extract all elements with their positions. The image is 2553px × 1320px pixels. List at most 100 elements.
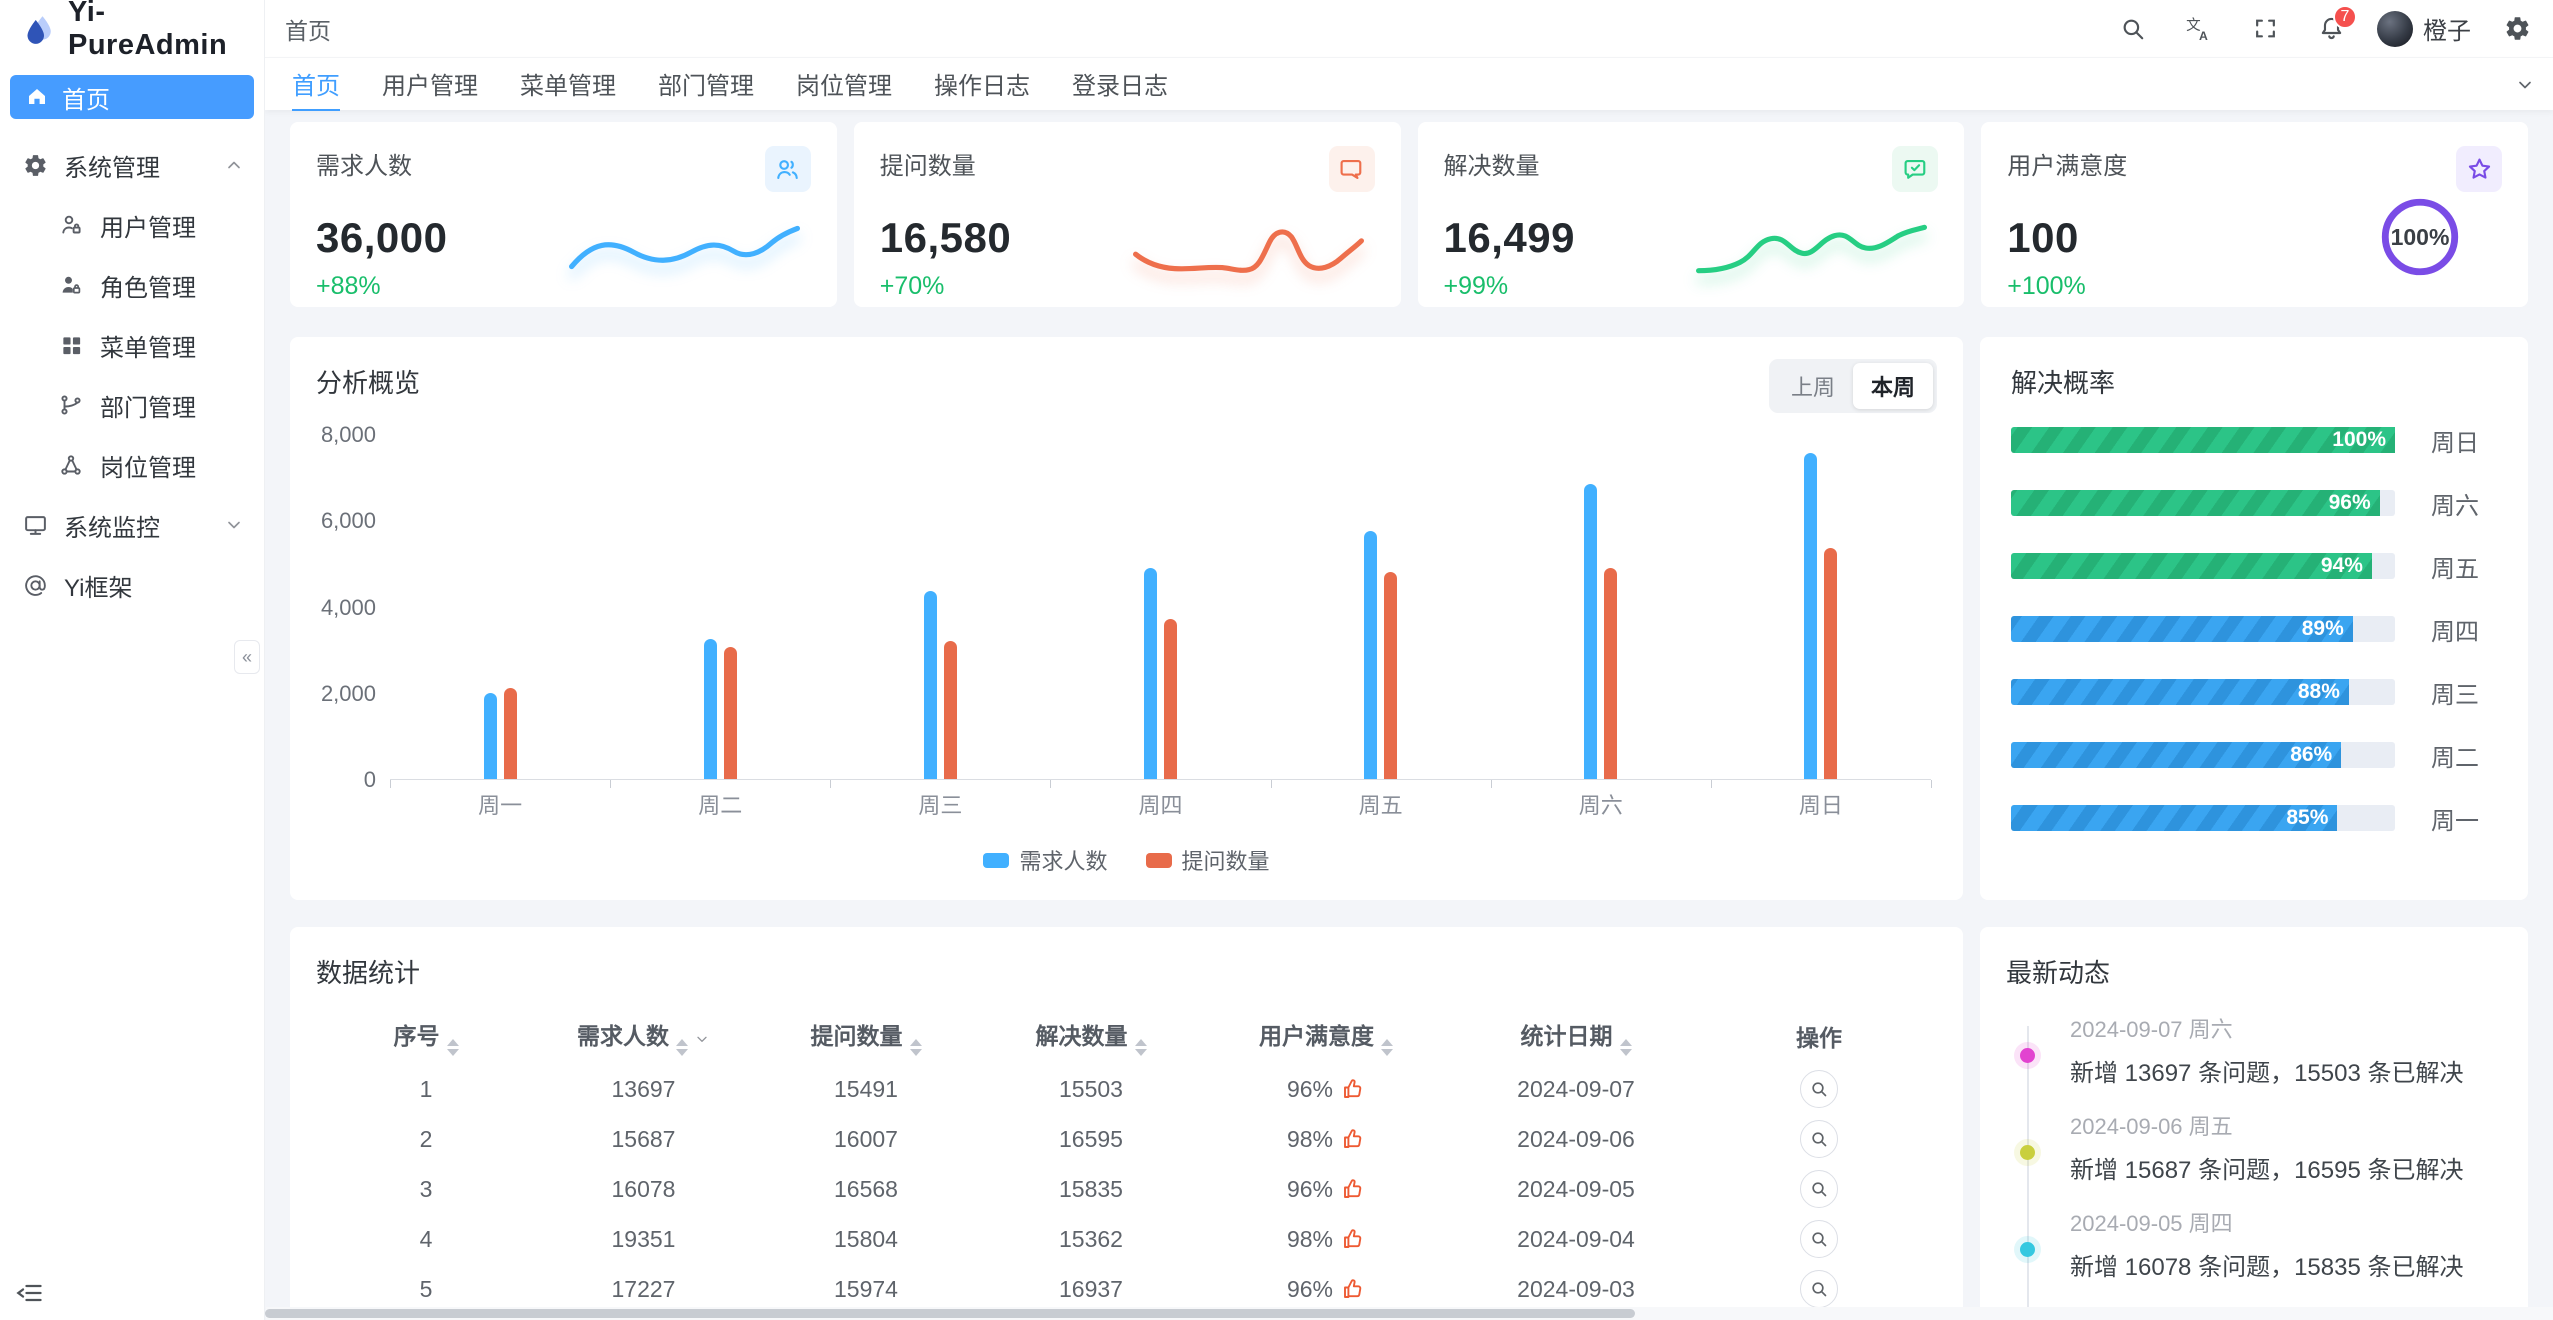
app-title: Yi-PureAdmin <box>68 0 228 61</box>
sort-icon[interactable] <box>1134 1038 1147 1056</box>
bar-demand[interactable] <box>1804 453 1818 779</box>
bar-demand[interactable] <box>703 639 717 779</box>
y-tick-label: 0 <box>363 767 376 792</box>
sidebar-item-label: Yi框架 <box>64 574 133 602</box>
user-menu[interactable]: 橙子 <box>2377 10 2471 47</box>
cell-questions: 15804 <box>834 1225 898 1252</box>
sort-icon[interactable] <box>446 1038 459 1056</box>
progress-fill: 85% <box>2011 805 2338 831</box>
view-detail-button[interactable] <box>1800 1070 1838 1108</box>
table-header-cell: 统计日期 <box>1451 1017 1701 1056</box>
notification-badge: 7 <box>2333 4 2357 29</box>
timeline-date: 2024-09-05 周四 <box>2070 1211 2233 1236</box>
sort-icon[interactable] <box>909 1038 922 1056</box>
search-button[interactable] <box>2113 9 2153 49</box>
bar-questions[interactable] <box>1604 568 1618 779</box>
fullscreen-button[interactable] <box>2245 9 2285 49</box>
analysis-title: 分析概览 <box>316 368 421 398</box>
sidebar-item-system-monitor[interactable]: 系统监控 <box>0 495 264 555</box>
sidebar-item-label: 部门管理 <box>100 394 196 422</box>
tabs-more-button[interactable] <box>2507 58 2543 111</box>
settings-button[interactable] <box>2497 9 2537 49</box>
tab-3[interactable]: 部门管理 <box>658 72 754 100</box>
bar-group-2 <box>830 435 1050 779</box>
bar-questions[interactable] <box>723 647 737 779</box>
x-tick-label: 周四 <box>1138 793 1183 818</box>
chart-x-labels: 周一 周二 周三 周四 周五 周六 周日 <box>390 788 1931 820</box>
stat-card-value: 36,000 <box>316 214 448 261</box>
view-detail-button[interactable] <box>1800 1270 1838 1308</box>
tabs: 首页 用户管理 菜单管理 部门管理 岗位管理 操作日志 登录日志 <box>271 58 1189 111</box>
bar-questions[interactable] <box>1163 619 1177 779</box>
svg-text:A: A <box>2199 29 2208 43</box>
bar-demand[interactable] <box>1364 531 1378 779</box>
view-detail-button[interactable] <box>1800 1120 1838 1158</box>
tab-4[interactable]: 岗位管理 <box>796 72 892 100</box>
legend-label: 提问数量 <box>1181 849 1270 874</box>
tab-6[interactable]: 登录日志 <box>1072 72 1168 100</box>
toggle-last-week[interactable]: 上周 <box>1790 375 1835 400</box>
legend-item[interactable]: 提问数量 <box>1145 844 1270 876</box>
timeline-text: 新增 13697 条问题，15503 条已解决 <box>2070 1060 2464 1087</box>
progress-fill: 100% <box>2011 427 2395 453</box>
legend-item[interactable]: 需求人数 <box>983 844 1108 876</box>
cell-questions: 16007 <box>834 1125 898 1152</box>
sidebar-item-label: 菜单管理 <box>100 334 196 362</box>
sidebar-item-yi-framework[interactable]: Yi框架 <box>0 555 264 615</box>
bar-demand[interactable] <box>483 693 497 779</box>
sidebar-item-system-mgmt[interactable]: 系统管理 <box>0 135 264 195</box>
sidebar-collapse-handle[interactable]: « <box>234 640 260 674</box>
tab-5[interactable]: 操作日志 <box>934 72 1030 100</box>
bar-demand[interactable] <box>1584 484 1598 779</box>
sidebar-item-dept-mgmt[interactable]: 部门管理 <box>0 375 264 435</box>
cell-index: 5 <box>419 1275 433 1302</box>
bar-demand[interactable] <box>1143 568 1157 779</box>
sort-icon[interactable] <box>1381 1038 1393 1056</box>
view-detail-button[interactable] <box>1800 1220 1838 1258</box>
table-row: 1 13697 15491 15503 96% 2024-09-07 <box>316 1064 1937 1114</box>
progress-track: 86% <box>2011 742 2395 768</box>
magnifier-icon <box>1809 1079 1829 1099</box>
stat-card-2: 解决数量 16,499 +99% <box>1417 122 1965 307</box>
logo[interactable]: Yi-PureAdmin <box>0 0 264 61</box>
progress-fill: 86% <box>2011 742 2342 768</box>
bar-group-4 <box>1271 435 1491 779</box>
sidebar-fold-button[interactable] <box>16 1279 44 1312</box>
bar-questions[interactable] <box>1824 548 1838 779</box>
timeline-dot-icon <box>2020 1048 2035 1063</box>
horizontal-scrollbar-thumb[interactable] <box>265 1309 1635 1318</box>
cell-index: 3 <box>419 1175 433 1202</box>
sort-icon[interactable] <box>676 1038 688 1056</box>
progress-track: 88% <box>2011 679 2395 705</box>
bar-demand[interactable] <box>923 591 937 779</box>
sort-icon[interactable] <box>1619 1038 1632 1056</box>
toggle-this-week[interactable]: 本周 <box>1852 363 1933 409</box>
latest-news-card: 最新动态 2024-09-07 周六 新增 13697 条问题，15503 条已… <box>1980 927 2528 1320</box>
sidebar-item-role-mgmt[interactable]: 角色管理 <box>0 255 264 315</box>
progress-day-label: 周日 <box>2431 429 2479 457</box>
y-tick-label: 8,000 <box>320 422 376 447</box>
svg-text:文: 文 <box>2186 17 2201 34</box>
sidebar-item-user-mgmt[interactable]: 用户管理 <box>0 195 264 255</box>
bar-questions[interactable] <box>503 688 517 779</box>
bar-questions[interactable] <box>1384 572 1398 779</box>
sidebar-item-menu-mgmt[interactable]: 菜单管理 <box>0 315 264 375</box>
breadcrumb: 首页 <box>285 17 331 44</box>
bar-questions[interactable] <box>943 641 957 779</box>
tab-1[interactable]: 用户管理 <box>382 72 478 100</box>
sidebar-item-post-mgmt[interactable]: 岗位管理 <box>0 435 264 495</box>
tab-2[interactable]: 菜单管理 <box>520 72 616 100</box>
sidebar-item-home[interactable]: 首页 <box>10 75 254 119</box>
view-detail-button[interactable] <box>1800 1170 1838 1208</box>
timeline-entry-2: 2024-09-05 周四 新增 16078 条问题，15835 条已解决 <box>2006 1206 2502 1282</box>
filter-chevron-icon[interactable] <box>694 1031 710 1047</box>
notification-button[interactable]: 7 <box>2311 4 2357 49</box>
table-header-cell: 提问数量 <box>751 1017 981 1056</box>
stat-card-0: 需求人数 36,000 +88% <box>290 122 837 307</box>
x-axis-tick <box>1931 780 1932 788</box>
tab-0[interactable]: 首页 <box>292 58 340 111</box>
sidebar-item-label: 岗位管理 <box>100 454 196 482</box>
